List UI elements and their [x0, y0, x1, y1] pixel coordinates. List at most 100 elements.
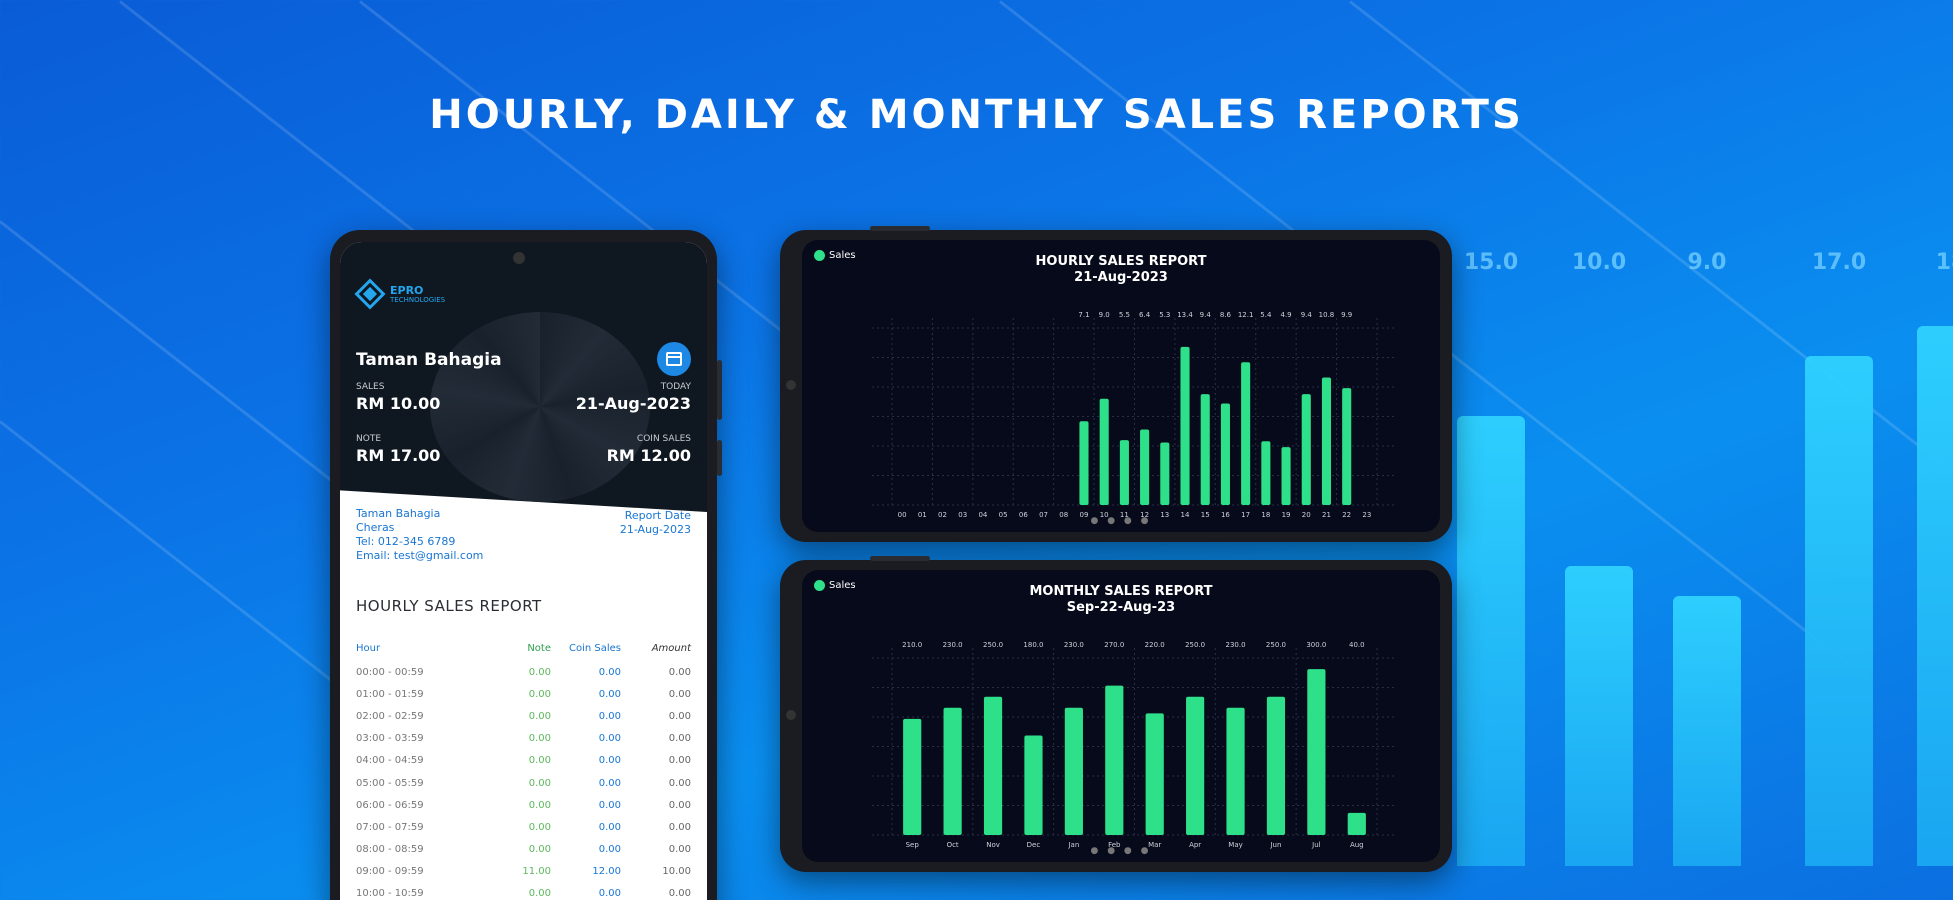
chart-bar[interactable] [1226, 707, 1245, 835]
table-cell: 0.00 [668, 888, 691, 900]
table-cell: 0.00 [668, 688, 691, 700]
report-date: Report Date 21-Aug-2023 [619, 509, 691, 536]
table-cell: 0.00 [598, 821, 621, 833]
x-tick-label: 12 [1140, 511, 1149, 519]
column-header: Hour [356, 642, 381, 654]
monthly-chart-screen: Sales MONTHLY SALES REPORT Sep-22-Aug-23… [802, 570, 1440, 862]
x-tick-label: Jan [1067, 841, 1079, 849]
table-row: 10:00 - 10:59 0.00 0.00 0.00 [356, 883, 691, 900]
chart-bar[interactable] [1342, 388, 1352, 505]
chart-bar[interactable] [1105, 685, 1124, 835]
chart-subtitle: 21-Aug-2023 [1074, 270, 1168, 285]
table-cell: 06:00 - 06:59 [356, 799, 424, 811]
page-indicator: ● ● ● ● [1090, 846, 1152, 856]
logo-text: EPRO [390, 283, 424, 297]
chart-bar[interactable] [1200, 394, 1210, 505]
chart-bar[interactable] [1307, 669, 1326, 835]
chart-bar[interactable] [1266, 696, 1286, 835]
column-header: Amount [651, 642, 691, 654]
chart-bar[interactable] [1321, 377, 1332, 505]
page-indicator: ● ● ● ● [1090, 516, 1152, 526]
chart-bar[interactable] [1281, 447, 1291, 505]
chart-bar[interactable] [1347, 812, 1366, 835]
background-chart-label: 18 [1935, 250, 1953, 275]
data-label: 250.0 [983, 641, 1003, 649]
x-tick-label: 11 [1120, 511, 1129, 519]
chart-bar[interactable] [1064, 707, 1083, 835]
chart-bar[interactable] [983, 696, 1003, 835]
data-label: 9.0 [1099, 311, 1110, 319]
background-chart-label: 10.0 [1571, 250, 1627, 275]
data-label: 8.6 [1220, 311, 1232, 319]
data-label: 5.5 [1119, 311, 1130, 319]
x-tick-label: 22 [1342, 511, 1351, 519]
x-tick-label: Sep [906, 841, 920, 849]
chart-bar[interactable] [1301, 394, 1311, 505]
landscape-phone-monthly: Sales MONTHLY SALES REPORT Sep-22-Aug-23… [780, 556, 1452, 872]
data-label: 230.0 [1064, 641, 1084, 649]
dashboard-header: EPRO TECHNOLOGIES Taman Bahagia SALES RM… [340, 242, 707, 512]
chart-bar[interactable] [1099, 398, 1109, 505]
data-label: 9.4 [1200, 311, 1212, 319]
x-tick-label: 20 [1302, 511, 1311, 519]
background-chart-label: 15.0 [1463, 250, 1519, 275]
x-tick-label: 10 [1100, 511, 1109, 519]
background-chart-bar [1805, 356, 1873, 866]
chart-bar[interactable] [1220, 403, 1230, 505]
chart-bar[interactable] [943, 707, 962, 835]
table-cell: 12.00 [592, 866, 621, 878]
x-tick-label: 03 [958, 511, 967, 519]
table-cell: 0.00 [598, 844, 621, 856]
chart-bar[interactable] [1140, 429, 1150, 505]
chart-bar[interactable] [1145, 713, 1164, 835]
side-button [717, 360, 722, 420]
data-label: 10.8 [1319, 311, 1335, 319]
table-cell: 0.00 [598, 688, 621, 700]
x-tick-label: May [1228, 841, 1242, 849]
table-row: 03:00 - 03:59 0.00 0.00 0.00 [356, 728, 691, 750]
data-label: 180.0 [1023, 641, 1043, 649]
x-tick-label: 18 [1261, 511, 1270, 519]
x-tick-label: 01 [918, 511, 927, 519]
table-cell: 0.00 [528, 688, 551, 700]
x-tick-label: Nov [986, 841, 1000, 849]
chart-bar[interactable] [1180, 346, 1190, 505]
calendar-icon [666, 352, 682, 366]
side-button [717, 440, 722, 476]
chart-bar[interactable] [1024, 735, 1043, 835]
chart-bar[interactable] [1186, 696, 1205, 835]
x-tick-label: 19 [1282, 511, 1291, 519]
hourly-chart-screen: Sales HOURLY SALES REPORT 21-Aug-2023 00… [802, 240, 1440, 532]
x-tick-label: 06 [1019, 511, 1028, 519]
table-cell: 0.00 [668, 755, 691, 767]
chart-bar[interactable] [1261, 441, 1271, 505]
chart-bar[interactable] [1160, 442, 1170, 505]
side-button [870, 556, 930, 561]
chart-legend[interactable]: Sales [814, 580, 856, 591]
data-label: 5.4 [1260, 311, 1272, 319]
data-label: 6.4 [1139, 311, 1151, 319]
table-cell: 09:00 - 09:59 [356, 866, 424, 878]
chart-bar[interactable] [903, 718, 922, 835]
receipt-address: Taman Bahagia Cheras Tel: 012-345 6789 E… [356, 507, 484, 562]
aperture-graphic [430, 312, 650, 502]
calendar-button[interactable] [657, 342, 691, 376]
x-tick-label: 17 [1241, 511, 1250, 519]
x-tick-label: Jun [1269, 841, 1281, 849]
x-tick-label: 08 [1059, 511, 1068, 519]
data-label: 4.9 [1280, 311, 1291, 319]
chart-bar[interactable] [1241, 362, 1251, 505]
x-tick-label: 02 [938, 511, 947, 519]
chart-legend[interactable]: Sales [814, 250, 856, 261]
table-row: 06:00 - 06:59 0.00 0.00 0.00 [356, 794, 691, 816]
x-tick-label: Dec [1027, 841, 1041, 849]
legend-swatch [814, 250, 825, 261]
data-label: 250.0 [1185, 641, 1205, 649]
today-stat: TODAY 21-Aug-2023 [575, 382, 691, 413]
table-row: 09:00 - 09:59 11.00 12.00 10.00 [356, 861, 691, 883]
chart-bar[interactable] [1079, 421, 1089, 505]
chart-bar[interactable] [1119, 440, 1129, 505]
chart-title: MONTHLY SALES REPORT Sep-22-Aug-23 [802, 584, 1440, 616]
table-row: 00:00 - 00:59 0.00 0.00 0.00 [356, 661, 691, 683]
table-cell: 01:00 - 01:59 [356, 688, 424, 700]
